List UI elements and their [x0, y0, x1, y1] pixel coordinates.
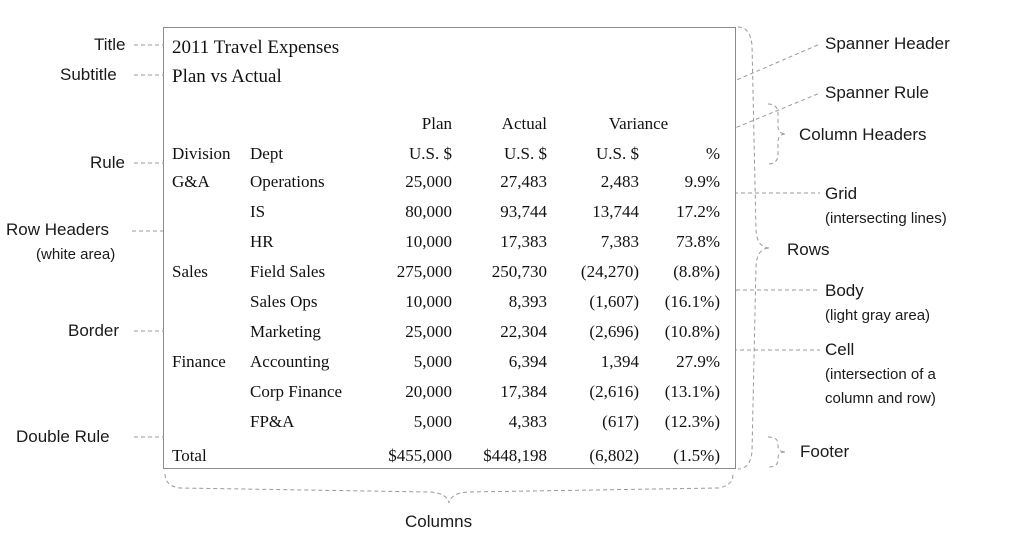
- cell-dept: Corp Finance: [250, 382, 343, 401]
- footer-label: Total: [172, 446, 207, 465]
- cell-dept: Operations: [250, 172, 325, 191]
- callout-spanner-rule: Spanner Rule: [825, 83, 929, 102]
- cell-plan: 25,000: [405, 172, 452, 191]
- cell-var-pct: 27.9%: [676, 352, 720, 371]
- cell-var-pct: (16.1%): [664, 292, 720, 311]
- cell-plan: 5,000: [413, 412, 452, 431]
- cell-plan: 10,000: [405, 232, 452, 251]
- callout-rule: Rule: [90, 153, 125, 172]
- footer-var-pct: (1.5%): [673, 446, 720, 465]
- footer-plan: $455,000: [388, 446, 452, 465]
- footer-actual: $448,198: [483, 446, 547, 465]
- cell-var-usd: 2,483: [600, 172, 639, 191]
- cell-plan: 10,000: [405, 292, 452, 311]
- callout-body: Body: [825, 281, 864, 300]
- cell-plan: 20,000: [405, 382, 452, 401]
- cell-var-pct: 73.8%: [676, 232, 720, 251]
- callout-grid: Grid: [825, 184, 858, 203]
- cell-var-usd: 13,744: [592, 202, 639, 221]
- callout-row-headers-note: (white area): [36, 246, 116, 263]
- brace-column-headers: [767, 103, 787, 165]
- cell-var-pct: (10.8%): [664, 322, 720, 341]
- cell-actual: 6,394: [508, 352, 547, 371]
- cell-actual: 27,483: [500, 172, 547, 191]
- callout-double-rule: Double Rule: [16, 427, 110, 446]
- cell-actual: 250,730: [491, 262, 547, 281]
- table-title: 2011 Travel Expenses: [172, 37, 340, 58]
- cell-dept: FP&A: [250, 412, 295, 431]
- cell-var-usd: (24,270): [580, 262, 639, 281]
- cell-var-pct: 9.9%: [684, 172, 720, 191]
- callout-columns: Columns: [405, 512, 473, 531]
- callout-body-note: (light gray area): [825, 307, 931, 324]
- cell-var-usd: (617): [602, 412, 639, 431]
- cell-plan: 80,000: [405, 202, 452, 221]
- spanner-header: Variance: [608, 114, 669, 133]
- cell-var-usd: (2,696): [589, 322, 639, 341]
- cell-actual: 8,393: [508, 292, 547, 311]
- cell-dept: Marketing: [250, 322, 321, 341]
- col-header-actual-top: Actual: [501, 114, 547, 133]
- cell-division: Finance: [172, 352, 226, 371]
- footer-var-usd: (6,802): [589, 446, 639, 465]
- col-header-var-pct: %: [705, 144, 720, 163]
- table-subtitle: Plan vs Actual: [172, 66, 282, 87]
- cell-var-pct: (8.8%): [673, 262, 720, 281]
- cell-var-usd: (1,607): [589, 292, 639, 311]
- cell-actual: 17,383: [500, 232, 547, 251]
- cell-division: Sales: [172, 262, 208, 281]
- col-header-plan: U.S. $: [409, 144, 452, 163]
- cell-dept: Field Sales: [250, 262, 326, 281]
- brace-columns: [164, 473, 734, 504]
- cell-actual: 93,744: [500, 202, 547, 221]
- cell-actual: 22,304: [500, 322, 547, 341]
- cell-plan: 5,000: [413, 352, 452, 371]
- callout-subtitle: Subtitle: [60, 65, 117, 84]
- cell-plan: 25,000: [405, 322, 452, 341]
- table-border: [163, 27, 736, 469]
- cell-plan: 275,000: [396, 262, 452, 281]
- cell-var-pct: (13.1%): [664, 382, 720, 401]
- callout-column-headers: Column Headers: [799, 125, 927, 144]
- cell-var-usd: 7,383: [600, 232, 639, 251]
- cell-var-usd: (2,616): [589, 382, 639, 401]
- cell-var-pct: 17.2%: [676, 202, 720, 221]
- callout-cell-note-2: column and row): [825, 390, 936, 407]
- callout-title: Title: [94, 35, 126, 54]
- callout-footer: Footer: [800, 442, 850, 461]
- cell-actual: 17,384: [500, 382, 547, 401]
- col-header-division: Division: [172, 144, 231, 163]
- callout-spanner-header: Spanner Header: [825, 34, 950, 53]
- cell-actual: 4,383: [508, 412, 547, 431]
- callout-cell-note-1: (intersection of a: [825, 366, 936, 383]
- brace-rows: [737, 26, 771, 470]
- callout-cell: Cell: [825, 340, 855, 359]
- col-header-dept: Dept: [250, 144, 284, 163]
- cell-dept: Sales Ops: [250, 292, 318, 311]
- callout-row-headers: Row Headers: [6, 220, 109, 239]
- cell-var-usd: 1,394: [600, 352, 639, 371]
- cell-dept: HR: [250, 232, 274, 251]
- brace-footer: [767, 436, 787, 468]
- cell-dept: Accounting: [250, 352, 330, 371]
- col-header-actual: U.S. $: [504, 144, 547, 163]
- callout-rows: Rows: [787, 240, 830, 259]
- callout-border: Border: [68, 321, 120, 340]
- col-header-plan-top: Plan: [421, 114, 452, 133]
- cell-division: G&A: [172, 172, 210, 191]
- callout-grid-note: (intersecting lines): [825, 210, 947, 227]
- col-header-var-usd: U.S. $: [596, 144, 639, 163]
- cell-var-pct: (12.3%): [664, 412, 720, 431]
- cell-dept: IS: [250, 202, 266, 221]
